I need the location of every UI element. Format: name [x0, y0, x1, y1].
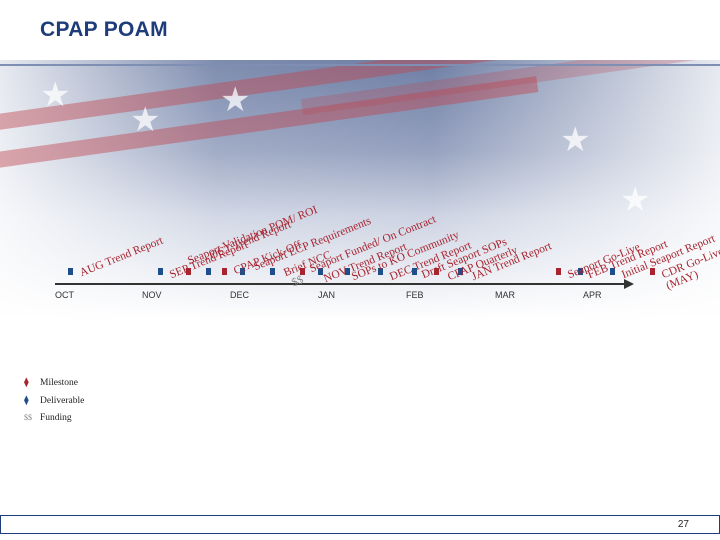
milestone-flag-icon — [434, 268, 439, 275]
deliverable-flag-icon — [240, 268, 245, 275]
deliverable-flag-icon — [412, 268, 417, 275]
timeline-arrow-icon — [624, 279, 634, 289]
deliverable-flag-icon — [458, 268, 463, 275]
legend-funding: $$ Funding — [24, 413, 72, 423]
month-label-oct: OCT — [55, 290, 74, 300]
deliverable-flag-icon — [158, 268, 163, 275]
legend-label: Deliverable — [40, 396, 85, 406]
deliverable-flag-icon — [345, 268, 350, 275]
month-label-apr: APR — [583, 290, 602, 300]
month-label-jan: JAN — [318, 290, 336, 300]
milestone-flag-icon — [300, 268, 305, 275]
milestone-flag-icon — [556, 268, 561, 275]
deliverable-flag-icon — [270, 268, 275, 275]
milestone-diamond-icon: ⧫ — [24, 378, 29, 388]
month-label-feb: FEB — [406, 290, 424, 300]
legend-label: Milestone — [40, 378, 78, 388]
deliverable-flag-icon — [378, 268, 383, 275]
deliverable-flag-icon — [610, 268, 615, 275]
milestone-flag-icon — [186, 268, 191, 275]
page-title: CPAP POAM — [40, 18, 168, 41]
deliverable-diamond-icon: ⧫ — [24, 396, 29, 406]
funding-dollar-icon: $$ — [24, 413, 32, 422]
legend-milestone: ⧫ Milestone — [24, 377, 78, 388]
month-label-mar: MAR — [495, 290, 515, 300]
deliverable-flag-icon — [318, 268, 323, 275]
deliverable-flag-icon — [68, 268, 73, 275]
header-divider — [0, 64, 720, 66]
footer-bar: 27 — [0, 515, 720, 534]
deliverable-flag-icon — [206, 268, 211, 275]
milestone-flag-icon — [222, 268, 227, 275]
deliverable-flag-icon — [578, 268, 583, 275]
milestone-flag-icon — [650, 268, 655, 275]
legend-deliverable: ⧫ Deliverable — [24, 395, 84, 406]
timeline-axis — [55, 283, 627, 285]
month-label-dec: DEC — [230, 290, 250, 300]
legend-label: Funding — [40, 413, 72, 423]
flag-banner-background: ★ ★ ★ ★ ★ — [0, 60, 720, 320]
page-number: 27 — [677, 519, 689, 530]
month-label-nov: NOV — [142, 290, 162, 300]
